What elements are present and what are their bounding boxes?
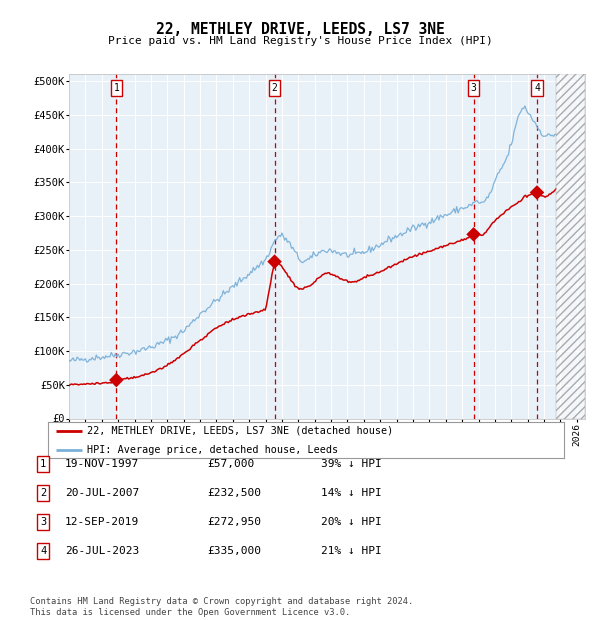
Text: 14% ↓ HPI: 14% ↓ HPI — [321, 488, 382, 498]
Text: Contains HM Land Registry data © Crown copyright and database right 2024.
This d: Contains HM Land Registry data © Crown c… — [30, 598, 413, 617]
Text: 22, METHLEY DRIVE, LEEDS, LS7 3NE: 22, METHLEY DRIVE, LEEDS, LS7 3NE — [155, 22, 445, 37]
Text: 2: 2 — [40, 488, 46, 498]
Text: 2: 2 — [272, 83, 278, 93]
Text: 12-SEP-2019: 12-SEP-2019 — [65, 517, 139, 527]
Text: 19-NOV-1997: 19-NOV-1997 — [65, 459, 139, 469]
Text: 20% ↓ HPI: 20% ↓ HPI — [321, 517, 382, 527]
Point — [469, 229, 478, 239]
Text: Price paid vs. HM Land Registry's House Price Index (HPI): Price paid vs. HM Land Registry's House … — [107, 36, 493, 46]
Text: 3: 3 — [40, 517, 46, 527]
Text: £272,950: £272,950 — [207, 517, 261, 527]
Text: 1: 1 — [113, 83, 119, 93]
Text: 26-JUL-2023: 26-JUL-2023 — [65, 546, 139, 556]
Text: 3: 3 — [470, 83, 476, 93]
Text: 22, METHLEY DRIVE, LEEDS, LS7 3NE (detached house): 22, METHLEY DRIVE, LEEDS, LS7 3NE (detac… — [86, 425, 393, 436]
Text: 1: 1 — [40, 459, 46, 469]
Text: 20-JUL-2007: 20-JUL-2007 — [65, 488, 139, 498]
Text: 39% ↓ HPI: 39% ↓ HPI — [321, 459, 382, 469]
Text: £335,000: £335,000 — [207, 546, 261, 556]
Point — [270, 257, 280, 267]
Point — [112, 375, 121, 385]
Text: 21% ↓ HPI: 21% ↓ HPI — [321, 546, 382, 556]
Text: £232,500: £232,500 — [207, 488, 261, 498]
Text: HPI: Average price, detached house, Leeds: HPI: Average price, detached house, Leed… — [86, 445, 338, 454]
Point — [532, 187, 542, 197]
Text: 4: 4 — [40, 546, 46, 556]
Text: £57,000: £57,000 — [207, 459, 254, 469]
Text: 4: 4 — [534, 83, 540, 93]
